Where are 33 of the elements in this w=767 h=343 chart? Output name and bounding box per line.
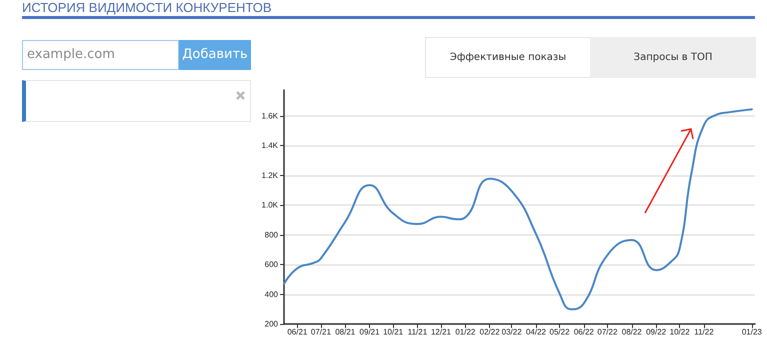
- x-tick-label: 10/22: [670, 328, 690, 336]
- x-tick-label: 05/22: [550, 328, 570, 336]
- x-tick-label: 09/22: [646, 328, 667, 336]
- x-tick-label: 01/23: [742, 328, 762, 336]
- text: ИСТОРИЯ ВИДИМОСТИ КОНКУРЕНТОВ: [22, 0, 272, 15]
- x-tick-label: 08/22: [622, 328, 642, 336]
- x-tick-label: 07/22: [597, 328, 618, 336]
- y-tick-label: 800: [264, 230, 279, 240]
- x-tick-label: 02/22: [480, 328, 500, 336]
- x-tick-label: 10/21: [383, 328, 404, 336]
- x-tick-label: 11/21: [408, 328, 428, 336]
- y-tick-label: 1.2K: [262, 170, 279, 180]
- x-tick-label: 03/22: [502, 328, 522, 336]
- x-tick-label: 07/21: [310, 328, 332, 336]
- y-tick-label: 600: [264, 260, 279, 270]
- text: Эффективные показы: [425, 37, 591, 78]
- y-tick-label: 400: [264, 290, 279, 299]
- y-tick-label: 1.6K: [262, 112, 279, 120]
- x-tick-label: 06/22: [574, 328, 594, 336]
- text: Запросы в ТОП: [590, 37, 756, 78]
- text: example.com: [22, 40, 179, 70]
- y-tick-label: 200: [264, 320, 279, 328]
- x-tick-label: 11/22: [694, 328, 714, 336]
- y-tick-label: 1.0K: [262, 200, 279, 210]
- y-tick-label: 1.4K: [262, 141, 279, 150]
- x-tick-label: 04/22: [526, 328, 547, 336]
- x-tick-label: 08/21: [335, 328, 356, 336]
- x-tick-label: 09/21: [360, 328, 380, 336]
- x-tick-label: 12/21: [430, 328, 452, 336]
- x-tick-label: 01/22: [455, 328, 476, 336]
- line-series: [283, 108, 753, 310]
- x-tick-label: 06/21: [287, 328, 308, 336]
- text: Добавить: [179, 40, 251, 70]
